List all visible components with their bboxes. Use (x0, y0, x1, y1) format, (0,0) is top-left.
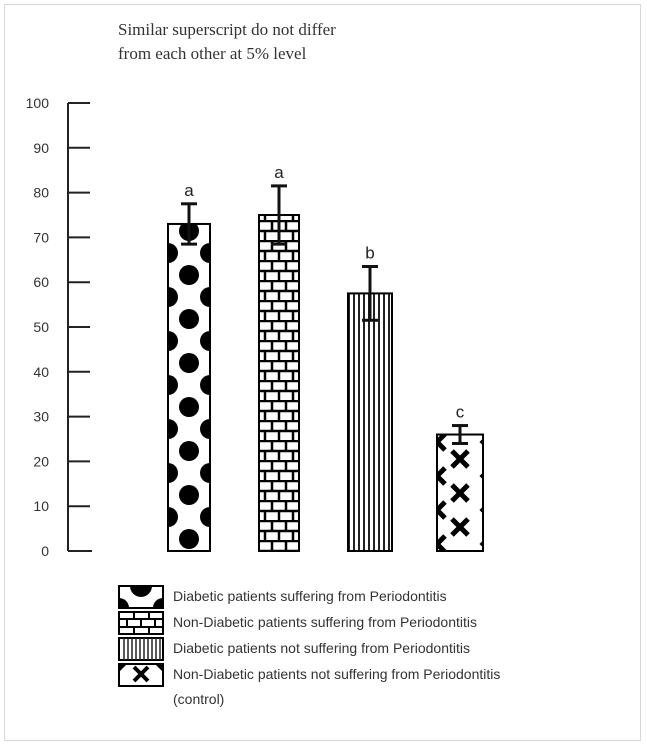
legend-item-1: Diabetic patients suffering from Periodo… (118, 585, 638, 609)
legend-item-3: Diabetic patients not suffering from Per… (118, 637, 638, 661)
note-line-2: from each other at 5% level (118, 44, 307, 63)
bar-group-1: a (167, 181, 211, 553)
legend-swatch-bricks (118, 611, 164, 635)
superscript-label-3: b (365, 244, 374, 263)
y-tick-label-90: 90 (33, 140, 49, 156)
bar-group-2: a (258, 163, 300, 552)
legend-label-1: Diabetic patients suffering from Periodo… (173, 588, 447, 604)
y-tick-label-60: 60 (33, 274, 49, 290)
bar-4 (436, 433, 484, 552)
bar-group-4: c (436, 403, 484, 552)
legend-swatch-vlines (118, 637, 164, 661)
y-tick-label-10: 10 (33, 498, 49, 514)
legend-label-3: Diabetic patients not suffering from Per… (173, 640, 471, 656)
superscript-label-2: a (274, 163, 284, 182)
bar-2 (258, 214, 300, 552)
y-tick-label-40: 40 (33, 364, 49, 380)
y-tick-label-0: 0 (41, 543, 49, 559)
y-axis: 0 10 20 30 40 50 60 70 80 90 100 (26, 95, 92, 559)
legend-swatch-crosses (118, 663, 164, 687)
legend-item-4: Non-Diabetic patients not suffering from… (118, 663, 638, 707)
superscript-label-1: a (184, 181, 194, 200)
bar-chart: 0 10 20 30 40 50 60 70 80 90 100 a a b c (26, 95, 484, 559)
legend-swatch-dots (118, 585, 164, 609)
bar-1 (167, 222, 211, 553)
legend-label-4-continued: (control) (173, 691, 225, 707)
legend: Diabetic patients suffering from Periodo… (118, 585, 638, 707)
note-line-1: Similar superscript do not differ (118, 20, 336, 39)
y-tick-label-70: 70 (33, 229, 49, 245)
significance-note: Similar superscript do not differ from e… (118, 18, 458, 66)
y-tick-label-20: 20 (33, 453, 49, 469)
bar-group-3: b (347, 244, 393, 552)
legend-label-4: Non-Diabetic patients not suffering from… (173, 666, 501, 682)
y-tick-label-80: 80 (33, 185, 49, 201)
y-tick-label-50: 50 (33, 319, 49, 335)
figure-frame (4, 4, 641, 741)
y-tick-label-100: 100 (26, 95, 50, 111)
bar-3 (347, 292, 393, 552)
superscript-label-4: c (456, 403, 465, 422)
y-tick-label-30: 30 (33, 409, 49, 425)
legend-label-2: Non-Diabetic patients suffering from Per… (173, 614, 478, 630)
legend-item-2: Non-Diabetic patients suffering from Per… (118, 611, 638, 635)
